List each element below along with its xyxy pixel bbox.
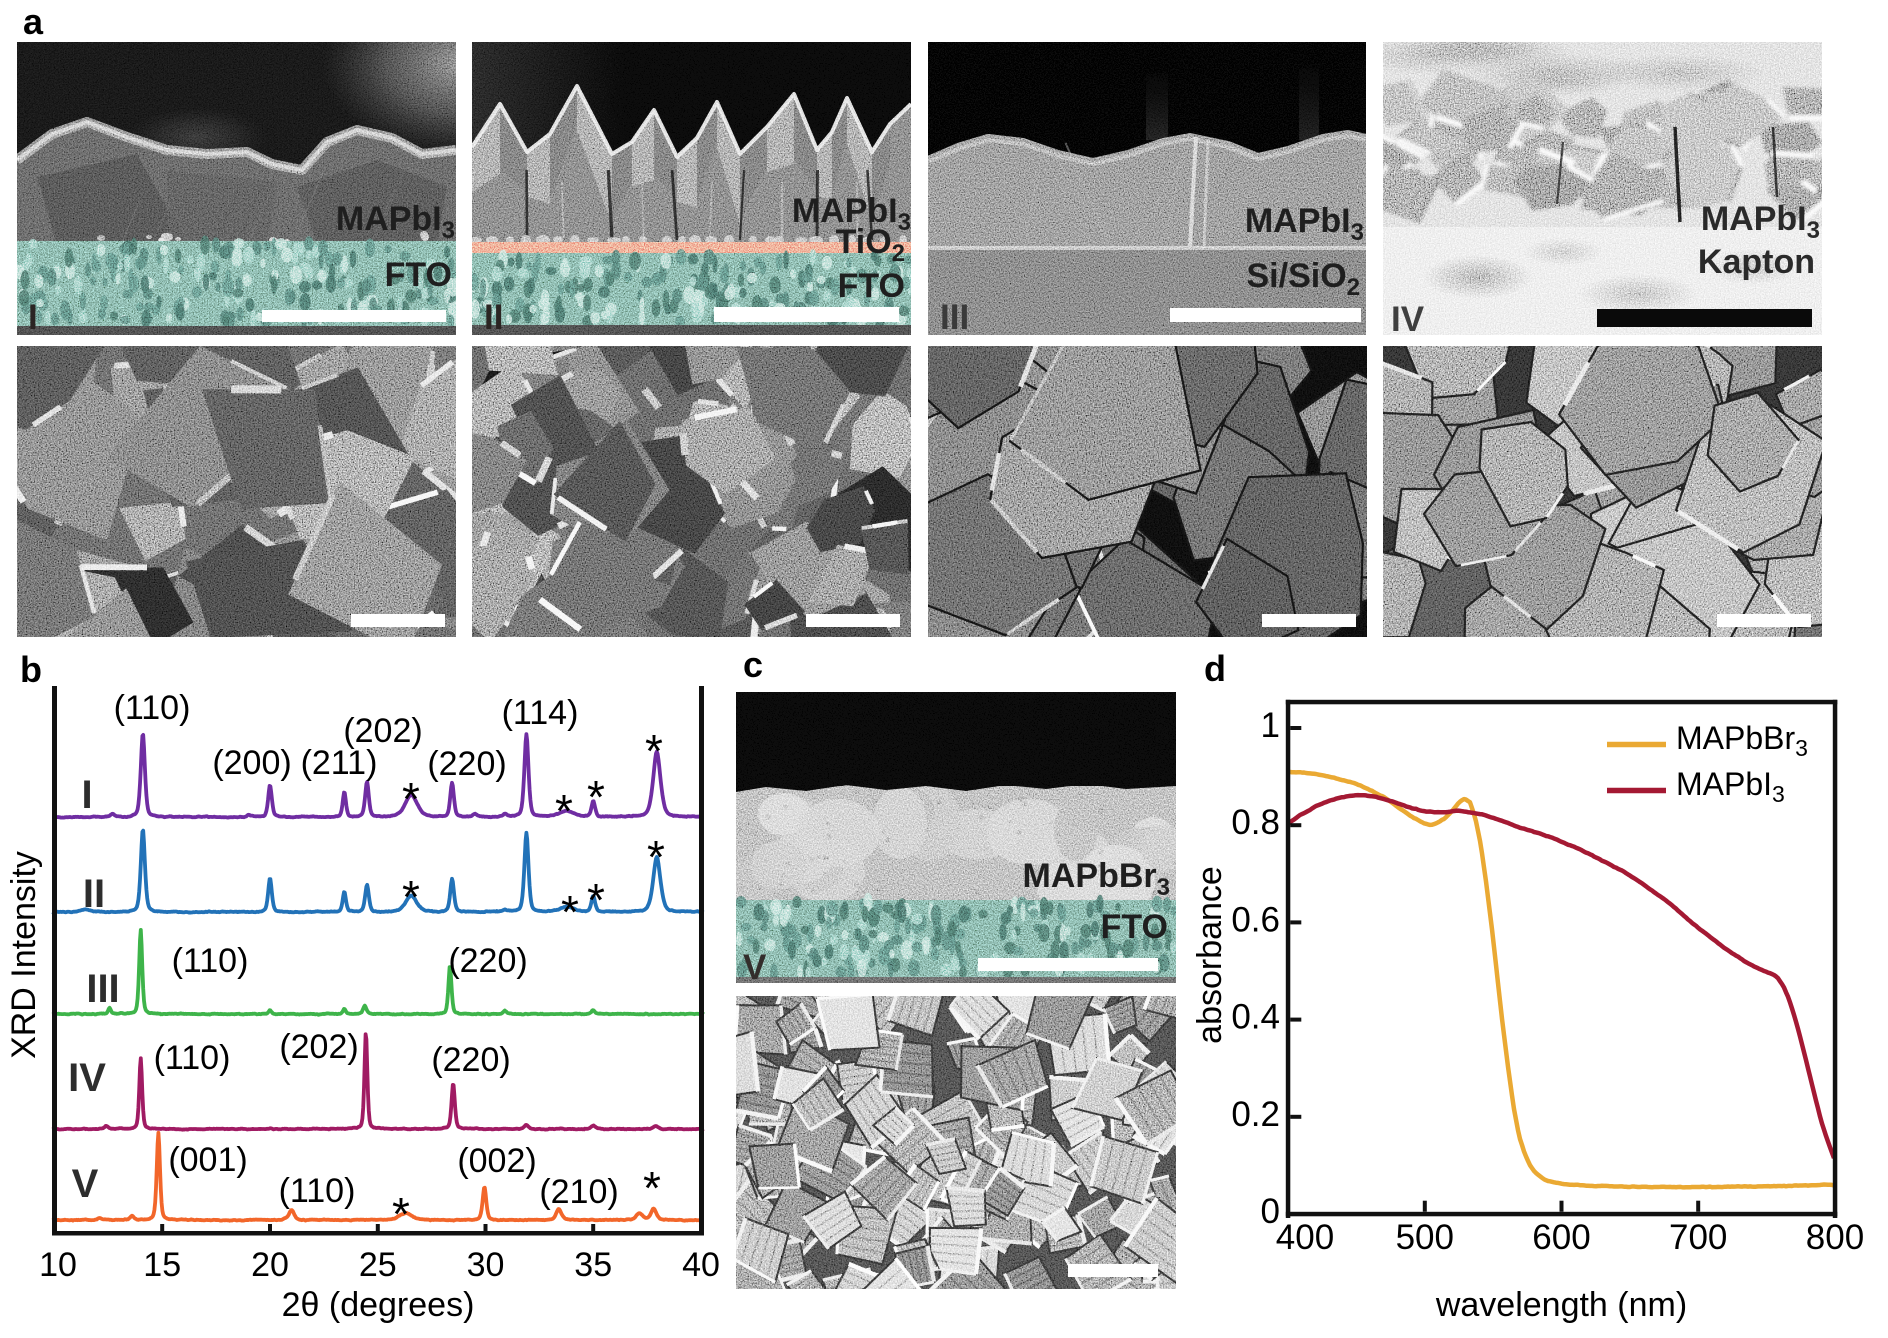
svg-text:I: I xyxy=(81,773,92,817)
svg-text:35: 35 xyxy=(574,1246,612,1284)
svg-text:(220): (220) xyxy=(448,942,527,980)
svg-text:(114): (114) xyxy=(502,694,579,732)
svg-text:30: 30 xyxy=(467,1246,505,1284)
svg-text:(110): (110) xyxy=(114,689,191,727)
svg-text:25: 25 xyxy=(359,1246,397,1284)
svg-text:(202): (202) xyxy=(343,712,422,750)
svg-text:XRD Intensity: XRD Intensity xyxy=(5,851,43,1059)
svg-text:MAPbI3: MAPbI3 xyxy=(1676,766,1785,807)
svg-text:40: 40 xyxy=(682,1246,720,1284)
svg-text:(001): (001) xyxy=(168,1141,247,1179)
svg-text:(220): (220) xyxy=(427,745,506,783)
svg-text:II: II xyxy=(83,872,105,916)
svg-text:10: 10 xyxy=(39,1246,77,1284)
svg-text:500: 500 xyxy=(1396,1218,1454,1257)
svg-text:1: 1 xyxy=(1261,706,1280,745)
svg-text:III: III xyxy=(86,967,119,1011)
svg-text:V: V xyxy=(72,1162,99,1206)
svg-text:600: 600 xyxy=(1532,1218,1590,1257)
svg-text:(211): (211) xyxy=(301,744,378,782)
svg-text:*: * xyxy=(647,831,665,883)
svg-text:(110): (110) xyxy=(154,1039,231,1077)
svg-text:0.2: 0.2 xyxy=(1231,1095,1280,1134)
svg-text:400: 400 xyxy=(1276,1218,1334,1257)
svg-text:*: * xyxy=(645,725,663,777)
svg-text:(202): (202) xyxy=(279,1028,358,1066)
svg-text:15: 15 xyxy=(143,1246,181,1284)
svg-text:700: 700 xyxy=(1669,1218,1727,1257)
svg-text:0: 0 xyxy=(1261,1192,1280,1231)
svg-text:(002): (002) xyxy=(457,1142,536,1180)
svg-text:absorbance: absorbance xyxy=(1191,866,1229,1044)
svg-text:*: * xyxy=(587,771,605,823)
svg-text:*: * xyxy=(402,773,420,825)
svg-text:*: * xyxy=(392,1188,410,1240)
svg-text:IV: IV xyxy=(68,1056,106,1100)
svg-text:20: 20 xyxy=(251,1246,289,1284)
svg-text:wavelength (nm): wavelength (nm) xyxy=(1435,1286,1687,1324)
svg-text:*: * xyxy=(402,871,420,923)
svg-text:(220): (220) xyxy=(431,1041,510,1079)
svg-text:*: * xyxy=(587,874,605,926)
svg-text:(200): (200) xyxy=(212,744,291,782)
svg-text:0.4: 0.4 xyxy=(1231,998,1280,1037)
svg-text:(210): (210) xyxy=(539,1173,618,1211)
svg-text:(110): (110) xyxy=(172,942,249,980)
svg-text:*: * xyxy=(561,886,579,938)
svg-text:0.8: 0.8 xyxy=(1231,803,1280,842)
svg-text:*: * xyxy=(555,785,573,837)
svg-text:MAPbBr3: MAPbBr3 xyxy=(1676,720,1808,761)
svg-text:*: * xyxy=(643,1162,661,1214)
svg-text:0.6: 0.6 xyxy=(1231,900,1280,939)
svg-text:800: 800 xyxy=(1806,1218,1864,1257)
svg-text:2θ (degrees): 2θ (degrees) xyxy=(282,1286,475,1324)
svg-text:(110): (110) xyxy=(279,1172,356,1210)
